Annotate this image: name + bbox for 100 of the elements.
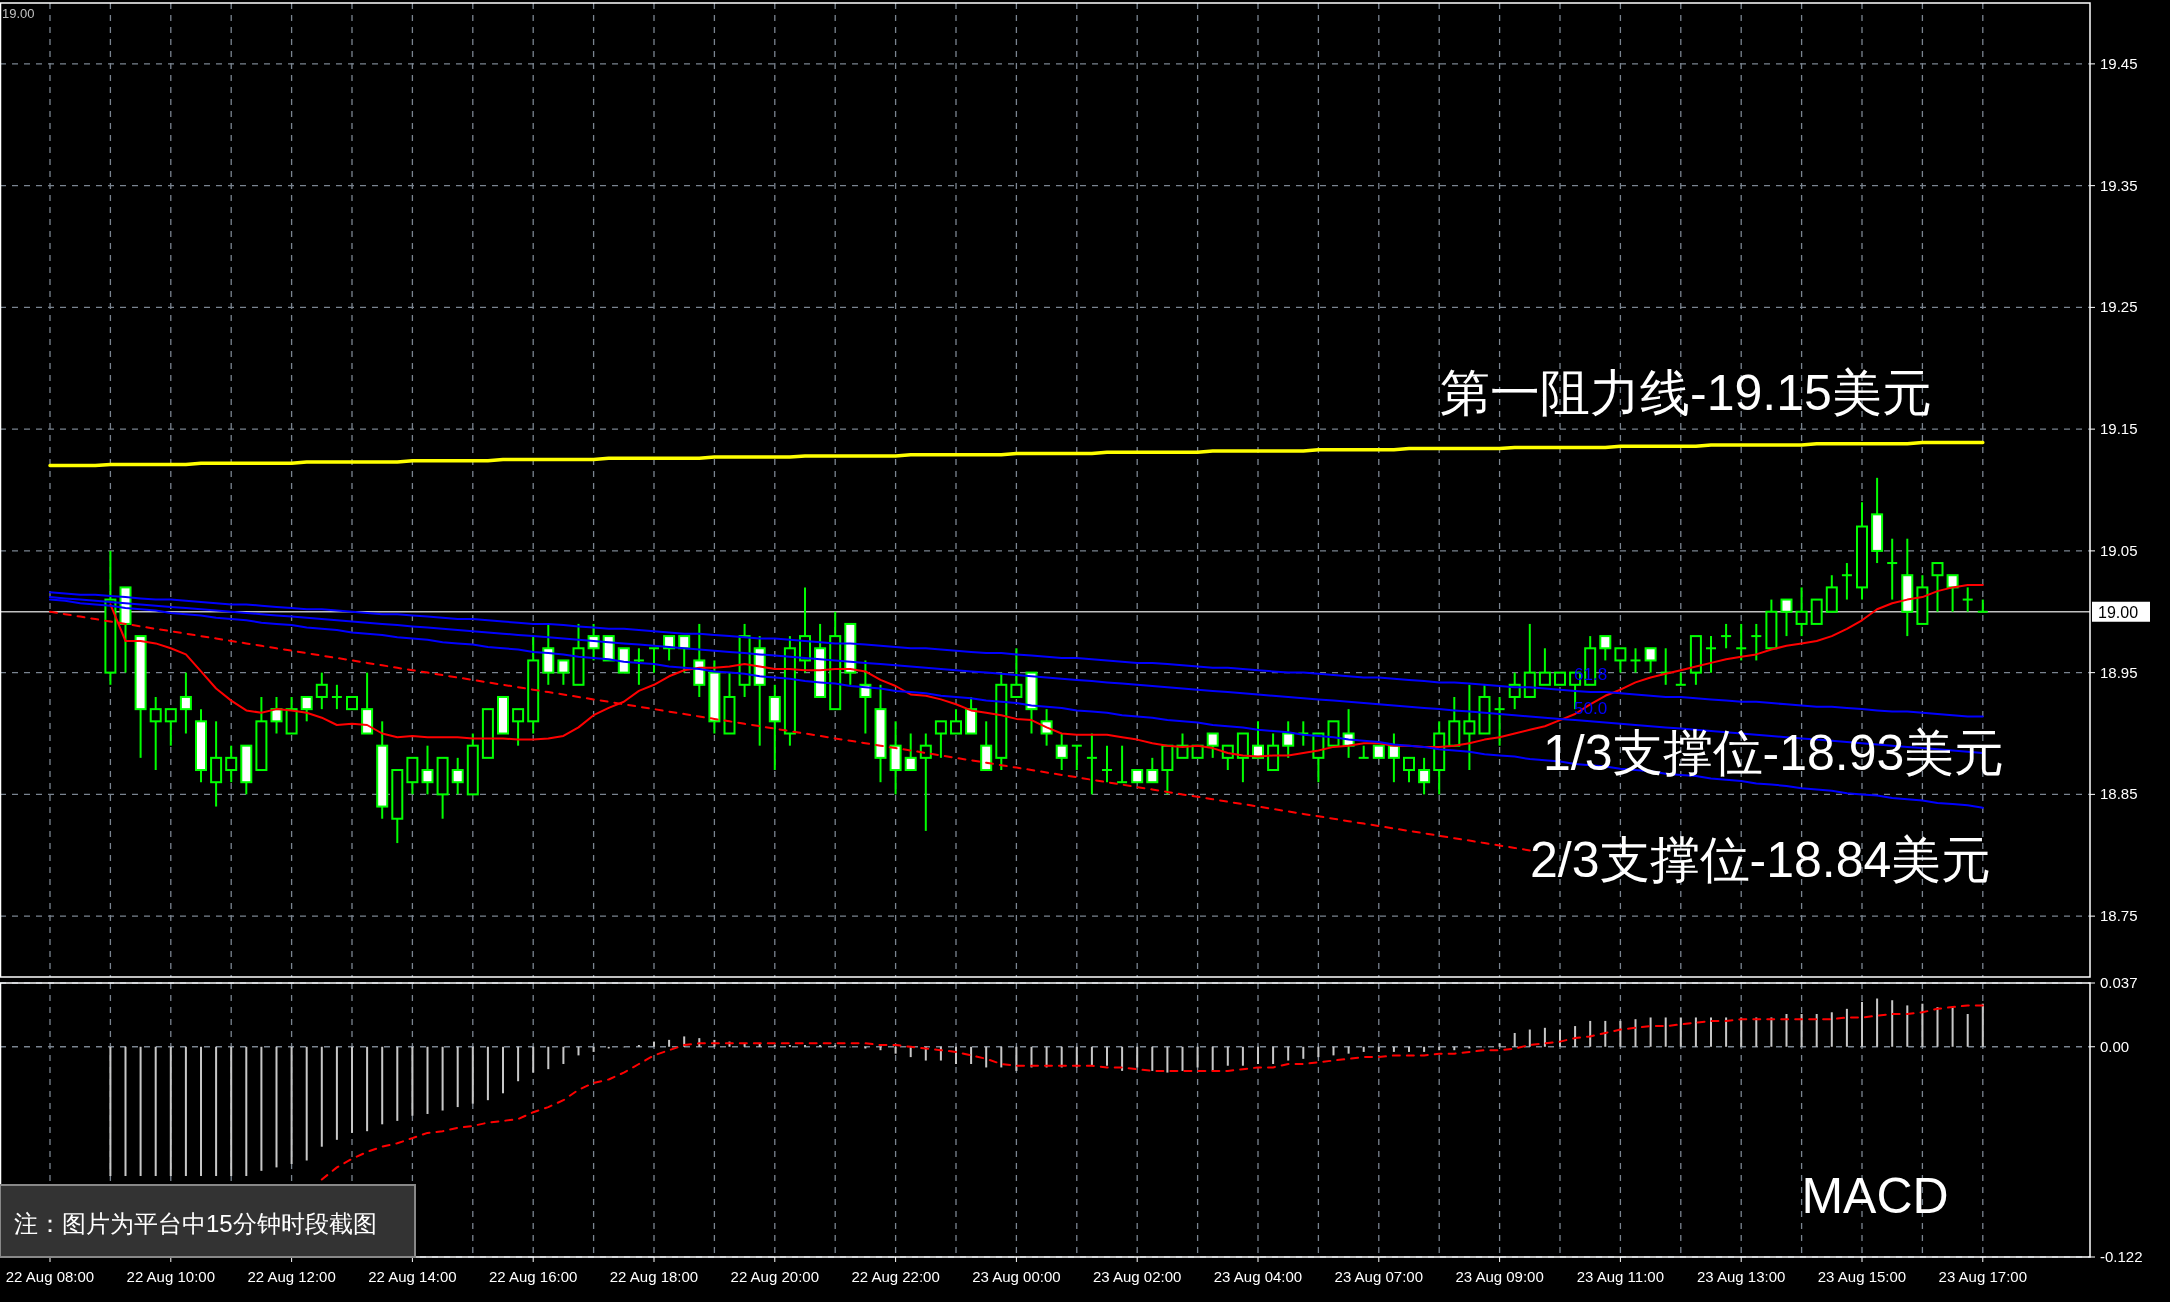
y-tick-label: 18.75: [2100, 907, 2138, 925]
bar: [1604, 1020, 1607, 1047]
bar: [1861, 1001, 1863, 1047]
bar: [1332, 1046, 1335, 1056]
candlestick: [1493, 695, 1506, 747]
line-series: [48, 440, 1985, 468]
bar: [1574, 1026, 1577, 1047]
x-tick-label: 23 Aug 09:00: [1455, 1268, 1544, 1285]
x-tick-label: 22 Aug 16:00: [488, 1268, 578, 1285]
candlestick: [1750, 622, 1763, 662]
bar: [335, 1046, 338, 1140]
x-tick-label: 22 Aug 12:00: [247, 1268, 336, 1285]
bar: [1710, 1017, 1712, 1047]
candlestick: [1614, 647, 1627, 674]
bar: [1151, 1046, 1154, 1071]
bar: [985, 1046, 988, 1068]
y-tick-label: -0.122: [2100, 1248, 2143, 1265]
x-tick-label: 23 Aug 07:00: [1334, 1268, 1424, 1285]
bar: [456, 1046, 459, 1108]
candlestick: [1961, 586, 1974, 613]
candlestick: [557, 659, 570, 686]
bar: [1740, 1017, 1743, 1047]
candlestick: [1357, 744, 1370, 759]
candlestick: [1282, 720, 1295, 759]
candlestick: [1418, 756, 1431, 796]
candlestick: [1463, 683, 1476, 772]
bar: [668, 1039, 671, 1047]
candlestick: [149, 695, 162, 772]
bar: [1347, 1046, 1350, 1054]
bar: [894, 1046, 897, 1054]
bar: [1272, 1046, 1275, 1064]
x-tick-label: 23 Aug 02:00: [1092, 1268, 1182, 1285]
x-tick-label: 23 Aug 15:00: [1817, 1268, 1907, 1285]
candlestick: [451, 756, 464, 796]
candlestick: [1055, 732, 1068, 772]
candlestick: [934, 720, 947, 759]
bar: [1423, 1046, 1426, 1052]
bar: [1694, 1017, 1697, 1047]
bar: [396, 1046, 399, 1121]
bar: [1498, 1043, 1501, 1047]
line-series: [49, 591, 1984, 718]
candlestick: [950, 708, 962, 735]
bar: [1951, 1007, 1954, 1047]
bar: [215, 1046, 218, 1177]
ref-line-label: 19.00: [2098, 603, 2139, 621]
candlestick: [1070, 744, 1083, 772]
candlestick: [179, 671, 192, 735]
y-tick-label: 18.95: [2100, 663, 2138, 681]
bar: [1649, 1017, 1652, 1047]
bar: [1090, 1046, 1093, 1066]
bar: [1528, 1029, 1531, 1047]
bar: [1226, 1046, 1229, 1066]
candlestick: [1840, 562, 1853, 601]
text: 19.00: [2, 6, 35, 21]
y-tick-label: 19.25: [2100, 298, 2138, 316]
bar: [230, 1046, 233, 1177]
bar: [1392, 1046, 1395, 1052]
bar: [1589, 1020, 1592, 1047]
candlestick: [1010, 647, 1023, 698]
bar: [275, 1046, 278, 1168]
bar: [1000, 1046, 1003, 1068]
bar: [1257, 1046, 1259, 1064]
bar: [1770, 1017, 1773, 1047]
bar: [381, 1046, 384, 1125]
candlestick: [1599, 635, 1612, 662]
bar: [502, 1046, 504, 1094]
candlestick: [1705, 635, 1717, 674]
candlestick: [1735, 622, 1748, 662]
bar: [653, 1041, 655, 1047]
bar: [290, 1046, 293, 1164]
candlestick: [1795, 586, 1808, 638]
bar: [1181, 1046, 1184, 1071]
bar: [532, 1046, 535, 1073]
bar: [426, 1046, 429, 1114]
candlestick: [648, 647, 660, 674]
bar: [1981, 1003, 1984, 1047]
candlestick: [632, 647, 645, 686]
bar: [562, 1046, 565, 1064]
candlestick: [904, 732, 917, 772]
candlestick: [1146, 756, 1159, 784]
bar: [1136, 1046, 1139, 1068]
bar: [1015, 1046, 1018, 1071]
x-tick-label: 22 Aug 20:00: [730, 1268, 820, 1285]
bar: [1196, 1046, 1199, 1068]
candlestick: [1674, 671, 1687, 686]
bar: [1317, 1046, 1320, 1058]
bar: [1936, 1007, 1939, 1047]
bar: [1725, 1017, 1728, 1047]
candlestick: [1946, 574, 1959, 613]
bar: [245, 1046, 248, 1177]
candlestick: [919, 732, 932, 832]
bar: [351, 1046, 353, 1133]
bar: [1287, 1046, 1290, 1061]
candlestick: [1387, 732, 1400, 784]
bar: [305, 1046, 308, 1161]
candlestick: [164, 708, 177, 747]
bar: [1377, 1046, 1380, 1052]
bar: [1679, 1017, 1682, 1047]
bar: [124, 1046, 127, 1177]
bar: [1106, 1046, 1108, 1066]
